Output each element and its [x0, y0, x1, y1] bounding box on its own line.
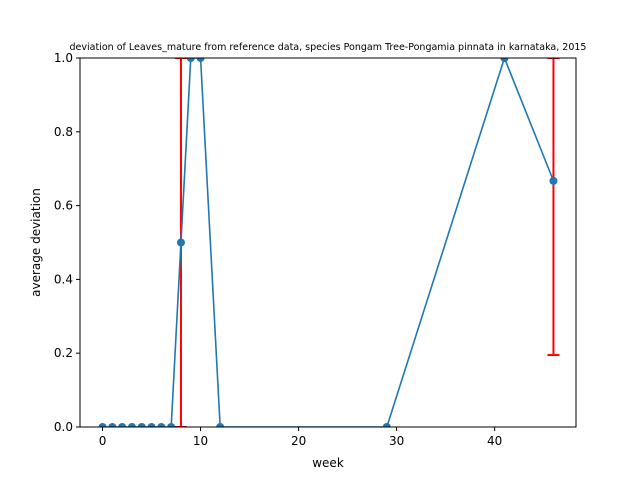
series-line [102, 58, 555, 427]
y-tick-label: 0.6 [54, 199, 73, 213]
chart-title: deviation of Leaves_mature from referenc… [70, 42, 587, 53]
data-point [108, 423, 117, 427]
data-point [137, 423, 146, 427]
y-tick-label: 1.0 [54, 51, 73, 65]
y-tick-label: 0.8 [54, 125, 73, 139]
x-tick-label: 20 [291, 434, 306, 448]
data-point [98, 423, 107, 427]
data-point [186, 58, 195, 62]
data-point [127, 423, 136, 427]
x-tick-label: 30 [389, 434, 404, 448]
data-point [500, 58, 509, 62]
data-point [167, 423, 176, 427]
y-axis-label: average deviation [29, 188, 43, 297]
x-tick-label: 0 [99, 434, 107, 448]
data-point [196, 58, 205, 62]
x-tick-label: 10 [193, 434, 208, 448]
data-point [382, 423, 391, 427]
axes-frame [79, 57, 577, 428]
y-tick-label: 0.0 [54, 420, 73, 434]
y-tick-label: 0.4 [54, 272, 73, 286]
x-axis-label: week [312, 456, 344, 470]
data-point [216, 423, 225, 427]
data-point [147, 423, 156, 427]
x-tick-label: 40 [487, 434, 502, 448]
plot-area [98, 58, 560, 427]
data-point [549, 176, 558, 185]
y-tick-label: 0.2 [54, 346, 73, 360]
data-point [118, 423, 127, 427]
data-point [176, 238, 185, 247]
data-point [157, 423, 166, 427]
